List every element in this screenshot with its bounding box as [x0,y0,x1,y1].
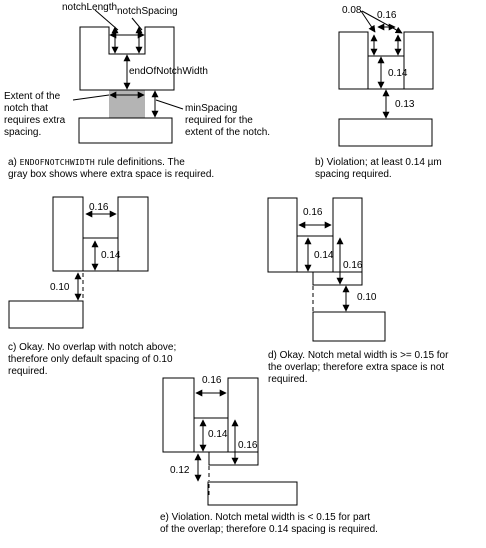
extent-note: Extent of the notch that requires extra … [4,91,66,138]
panel-c-notch-shape [52,196,149,272]
caption-d: d) Okay. Notch metal width is >= 0.15 fo… [268,350,449,385]
min-spacing-note: minSpacing required for the extent of th… [185,103,271,138]
panel-e-end-label: 0.14 [208,429,228,440]
panel-c-end-label: 0.14 [101,250,121,261]
caption-b: b) Violation; at least 0.14 µm spacing r… [315,157,442,180]
panel-e-spacing-label: 0.16 [202,375,222,386]
panel-e [162,377,298,506]
panel-b-gap-label: 0.13 [395,99,415,110]
panel-d-notch-shape [267,197,363,273]
caption-a: a) ENDOFNOTCHWIDTH rule definitions. The… [8,157,214,181]
panel-a-gray-extent [109,90,145,118]
panel-a [72,9,184,144]
panel-c-lower-shape [8,300,84,329]
notch-spacing-leader [131,17,143,31]
panel-e-gap-label: 0.12 [170,465,190,476]
panel-d-gap-label: 0.10 [357,292,377,303]
caption-a-keyword: ENDOFNOTCHWIDTH [19,158,95,167]
panel-b-end-label: 0.14 [388,68,408,79]
panel-d-spacing-label: 0.16 [303,207,323,218]
panel-d [267,197,386,342]
panel-d-notch-extension [312,271,363,286]
panel-e-width-label: 0.16 [238,440,258,451]
panel-e-lower-shape [207,481,298,506]
caption-c: c) Okay. No overlap with notch above; th… [8,342,177,377]
panel-a-lower-shape [78,117,173,144]
notch-spacing-label: notchSpacing [117,6,178,17]
end-of-notch-width-label: endOfNotchWidth [129,66,208,77]
caption-e: e) Violation. Notch metal width is < 0.1… [160,512,378,535]
caption-a-rest: rule definitions. The gray box shows whe… [8,157,215,180]
extent-leader [72,94,110,101]
panel-b-lower-shape [338,118,433,147]
panel-e-notch-shape [162,377,259,453]
notch-length-label: notchLength [62,2,117,13]
panel-d-end-label: 0.14 [314,250,334,261]
panel-c-spacing-label: 0.16 [89,202,109,213]
panel-b-notch-shape [338,31,434,90]
panel-b-spacing-label: 0.16 [377,10,397,21]
caption-a-prefix: a) [8,157,20,168]
panel-d-lower-shape [312,311,386,342]
panel-b-width-label: 0.08 [342,5,362,16]
panel-e-notch-extension [208,451,259,466]
panel-c-gap-label: 0.10 [50,282,70,293]
panel-d-width-label: 0.16 [343,260,363,271]
panel-b [338,10,434,147]
panel-c [8,196,149,329]
min-spacing-leader [155,99,184,110]
